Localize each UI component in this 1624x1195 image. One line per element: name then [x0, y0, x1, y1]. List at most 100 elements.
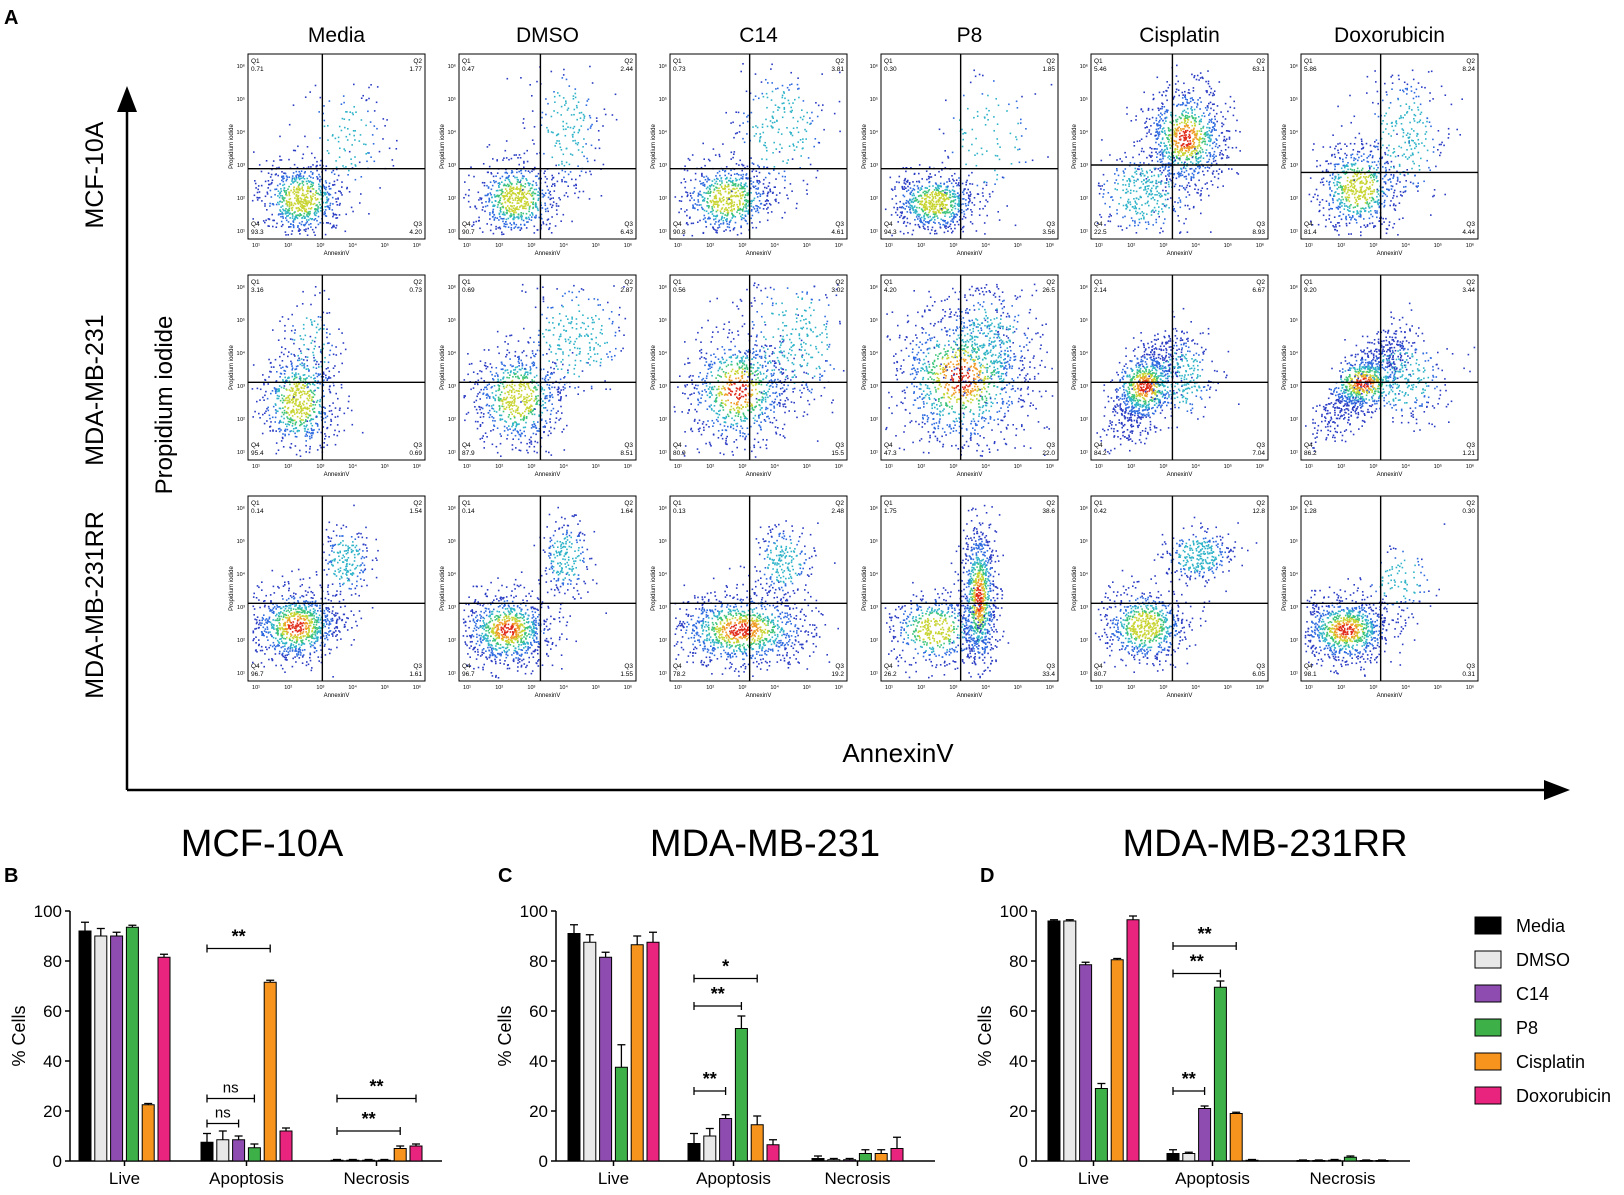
flow-x-tick-label: 10⁶ [624, 242, 632, 249]
flow-y-tick-label: 10² [659, 638, 667, 644]
flow-y-tick-label: 10¹ [659, 671, 667, 677]
bar-doxorubicin-live [1126, 919, 1140, 1162]
flow-y-tick-label: 10⁶ [870, 284, 878, 291]
quadrant-q4-value: 80.7 [1094, 671, 1107, 678]
flow-plot-frame [247, 495, 426, 682]
quadrant-q4-name: Q4 [1094, 663, 1103, 670]
flow-x-tick-label: 10⁶ [835, 463, 843, 470]
quadrant-q4-name: Q4 [673, 221, 682, 228]
flow-y-tick-label: 10² [448, 417, 456, 423]
flow-y-tick-label: 10⁴ [237, 571, 246, 578]
flow-x-tick-label: 10⁵ [1224, 242, 1232, 249]
flow-y-tick-label: 10⁵ [1080, 538, 1088, 545]
quadrant-q2-value: 12.8 [1252, 508, 1265, 515]
panel-letter-c: C [498, 865, 512, 887]
flow-x-tick-label: 10³ [738, 243, 746, 249]
flow-x-tick-label: 10² [495, 464, 503, 470]
quadrant-q4-value: 96.7 [251, 671, 264, 678]
flow-y-tick-label: 10⁶ [448, 505, 456, 512]
flow-plot-frame [1090, 495, 1269, 682]
flow-x-tick-label: 10² [495, 243, 503, 249]
flow-y-tick-label: 10³ [870, 605, 878, 611]
flow-x-tick-label: 10⁶ [835, 242, 843, 249]
flow-x-tick-label: 10⁵ [803, 463, 811, 470]
quadrant-q4-name: Q4 [1304, 221, 1313, 228]
flow-x-tick-label: 10⁵ [1014, 684, 1022, 691]
quadrant-q3-name: Q3 [1046, 442, 1055, 449]
flow-x-tick-label: 10¹ [885, 685, 893, 691]
flow-x-tick-label: 10² [1127, 685, 1135, 691]
flow-x-tick-label: 10³ [1369, 464, 1377, 470]
legend-swatch-doxorubicin [1474, 1086, 1502, 1105]
quadrant-q2-value: 0.30 [1462, 508, 1475, 515]
flow-y-tick-label: 10¹ [237, 229, 245, 235]
flow-y-tick-label: 10⁴ [237, 350, 246, 357]
flow-x-tick-label: 10⁵ [592, 684, 600, 691]
flow-x-tick-label: 10¹ [1095, 464, 1103, 470]
flow-x-tick-label: 10⁶ [413, 684, 421, 691]
y-tick-label: 80 [43, 952, 62, 971]
flow-x-tick-label: 10⁵ [381, 242, 389, 249]
quadrant-q1-value: 1.75 [884, 508, 897, 515]
flow-plot-frame [1300, 495, 1479, 682]
quadrant-q2-value: 3.02 [831, 287, 844, 294]
flow-plot-ylabel: Propidium iodide [440, 344, 446, 389]
bar-cisplatin-live [1110, 959, 1124, 1162]
quadrant-q2-value: 1.64 [620, 508, 633, 515]
flow-y-tick-label: 10⁶ [448, 284, 456, 291]
quadrant-q2-name: Q2 [835, 58, 844, 65]
flow-x-tick-label: 10¹ [674, 243, 682, 249]
quadrant-q3-name: Q3 [624, 221, 633, 228]
significance-label: ** [1190, 952, 1204, 972]
y-tick-label: 80 [1009, 952, 1028, 971]
flow-plot-xlabel: AnnexinV [1167, 251, 1193, 257]
quadrant-q2-name: Q2 [835, 279, 844, 286]
flow-x-tick-label: 10⁵ [1434, 242, 1442, 249]
quadrant-q4-name: Q4 [1094, 221, 1103, 228]
bar-dmso-live [1063, 920, 1077, 1162]
quadrant-q4-name: Q4 [673, 442, 682, 449]
flow-x-tick-label: 10⁵ [592, 463, 600, 470]
flow-x-tick-label: 10¹ [674, 685, 682, 691]
y-tick-label: 40 [1009, 1052, 1028, 1071]
column-header-dmso: DMSO [516, 24, 579, 47]
quadrant-q2-name: Q2 [624, 58, 633, 65]
quadrant-q1-name: Q1 [462, 58, 471, 65]
flow-scatter-points [1304, 523, 1446, 677]
flow-x-tick-label: 10⁴ [981, 242, 990, 249]
flow-x-tick-label: 10² [1337, 685, 1345, 691]
flow-plot-ylabel: Propidium iodide [229, 565, 235, 610]
quadrant-q1-value: 0.47 [462, 66, 475, 73]
chart-d-title: MDA-MB-231RR [1122, 823, 1407, 865]
legend: Media DMSO C14 P8 Cisplatin Doxorubicin [1474, 916, 1611, 1106]
flow-x-tick-label: 10³ [1369, 243, 1377, 249]
flow-cytometry-grid: MediaQ10.71Q21.77Q493.3Q34.2010¹10¹10²10… [229, 24, 1479, 699]
quadrant-q3-name: Q3 [1256, 442, 1265, 449]
flow-y-tick-label: 10⁴ [659, 571, 668, 578]
flow-y-tick-label: 10² [659, 417, 667, 423]
flow-x-tick-label: 10⁶ [1256, 242, 1264, 249]
flow-scatter-points [674, 63, 841, 237]
quadrant-q1-name: Q1 [673, 58, 682, 65]
quadrant-q1-value: 0.14 [251, 508, 264, 515]
flow-y-tick-label: 10¹ [1080, 229, 1088, 235]
flow-x-tick-label: 10⁵ [381, 463, 389, 470]
x-tick-label-live: Live [109, 1169, 140, 1188]
bar-p8-apoptosis [1213, 986, 1227, 1162]
flow-x-tick-label: 10² [706, 464, 714, 470]
flow-y-tick-label: 10⁵ [659, 317, 667, 324]
flow-x-tick-label: 10¹ [1305, 464, 1313, 470]
quadrant-q1-value: 0.73 [673, 66, 686, 73]
flow-plot-ylabel: Propidium iodide [651, 123, 657, 168]
flow-x-tick-label: 10⁶ [413, 242, 421, 249]
flow-x-tick-label: 10² [706, 685, 714, 691]
flow-y-tick-label: 10⁶ [870, 505, 878, 512]
quadrant-q3-name: Q3 [413, 221, 422, 228]
flow-y-tick-label: 10⁵ [1080, 317, 1088, 324]
legend-label-media: Media [1516, 916, 1566, 936]
flow-x-tick-label: 10³ [527, 243, 535, 249]
flow-y-tick-label: 10⁴ [1290, 350, 1299, 357]
